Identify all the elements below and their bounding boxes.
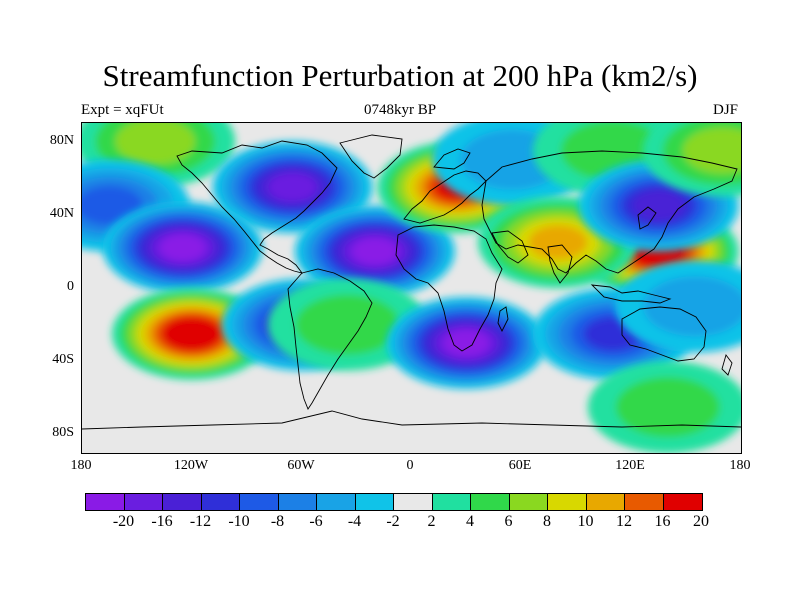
anomaly-center — [102, 201, 263, 294]
coastlines — [82, 134, 741, 430]
lon-label-60e: 60E — [508, 458, 532, 473]
lat-label-40s: 40S — [52, 352, 74, 367]
anomaly-fields — [82, 123, 741, 453]
anomaly-contour — [352, 238, 398, 265]
anomaly-contour — [160, 234, 206, 261]
anomaly-contour — [115, 123, 196, 165]
lat-label-80s: 80S — [52, 425, 74, 440]
colorbar-label: 10 — [577, 513, 594, 530]
anomaly-center — [386, 297, 547, 389]
coast-arabia — [491, 230, 529, 264]
colorbar-swatch — [625, 494, 664, 510]
experiment-label: Expt = xqFUt — [81, 102, 164, 118]
colorbar-label: 16 — [654, 513, 671, 530]
anomaly-contour — [295, 294, 400, 355]
anomaly-center — [212, 141, 373, 234]
colorbar-swatch — [124, 494, 163, 510]
colorbar-label: 20 — [693, 513, 709, 530]
colorbar-label: -2 — [386, 513, 400, 530]
colorbar-swatch — [163, 494, 202, 510]
colorbar-swatch — [471, 494, 510, 510]
colorbar-swatch — [86, 494, 125, 510]
lon-label-180w: 180 — [70, 458, 92, 473]
coast-antarctica — [82, 410, 741, 430]
colorbar-label: 6 — [504, 513, 513, 530]
lon-label-120w: 120W — [173, 458, 209, 473]
colorbar-swatch — [432, 494, 471, 510]
colorbar-label: -4 — [347, 513, 362, 530]
anomaly-center — [111, 287, 272, 380]
coast-greenland — [339, 134, 403, 179]
chart-title: Streamfunction Perturbation at 200 hPa (… — [102, 58, 698, 93]
colorbar-swatch — [548, 494, 587, 510]
lat-label-40n: 40N — [49, 206, 74, 221]
coast-indonesia — [590, 284, 672, 304]
anomaly-contour — [528, 225, 588, 260]
colorbar-swatch — [240, 494, 279, 510]
coast-south-america — [287, 268, 373, 410]
colorbar-label: -20 — [112, 513, 135, 530]
colorbar-label: -10 — [228, 513, 250, 530]
colorbar-swatch — [201, 494, 240, 510]
anomaly-contour — [615, 377, 720, 438]
map-plot-area — [81, 122, 742, 454]
lon-label-0: 0 — [406, 458, 414, 473]
anomaly-center — [294, 205, 455, 298]
lat-label-80n: 80N — [49, 133, 74, 148]
coast-new-zealand — [721, 354, 733, 376]
colorbar-swatch — [355, 494, 394, 510]
colorbar-label: -12 — [189, 513, 212, 530]
colorbar-label: -8 — [270, 513, 285, 530]
colorbar-swatch — [278, 494, 317, 510]
season-label: DJF — [712, 102, 738, 118]
anomaly-contour — [632, 190, 685, 221]
coast-india — [547, 244, 573, 284]
coast-japan — [637, 206, 657, 230]
colorbar-label: 12 — [616, 513, 632, 530]
period-label: 0748kyr BP — [363, 102, 437, 118]
colorbar-swatch — [663, 494, 702, 510]
anomaly-contour — [643, 276, 741, 337]
coast-madagascar — [497, 306, 509, 333]
anomaly-center — [642, 123, 741, 197]
colorbar-swatch — [317, 494, 356, 510]
streamfunction-map — [82, 123, 741, 453]
anomaly-contour — [444, 329, 489, 357]
coast-asia — [481, 150, 738, 274]
coast-north-america — [176, 140, 338, 274]
coast-africa — [395, 224, 503, 352]
colorbar-label: 2 — [427, 513, 436, 530]
colorbar-label: 8 — [543, 513, 551, 530]
lon-label-180e: 180 — [729, 458, 751, 473]
coast-australia — [621, 306, 707, 362]
coast-scandinavia — [433, 148, 471, 170]
anomaly-center — [587, 361, 741, 453]
colorbar-label: 4 — [466, 513, 474, 530]
lon-label-60w: 60W — [287, 458, 315, 473]
anomaly-contour — [268, 173, 317, 202]
anomaly-center — [615, 260, 741, 353]
colorbar-swatch — [509, 494, 548, 510]
colorbar — [85, 493, 703, 511]
lon-label-120e: 120E — [615, 458, 645, 473]
colorbar-swatch — [394, 494, 433, 510]
colorbar-label: -16 — [151, 513, 173, 530]
colorbar-swatch — [586, 494, 625, 510]
anomaly-contour — [169, 320, 215, 347]
anomaly-contour — [682, 127, 741, 174]
colorbar-label: -6 — [309, 513, 323, 530]
lat-label-eq: 0 — [67, 279, 74, 294]
